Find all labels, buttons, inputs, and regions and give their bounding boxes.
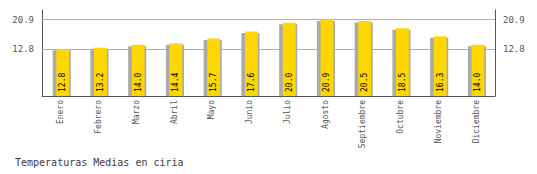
svg-text:Septiembre: Septiembre [358, 100, 367, 148]
svg-text:Octubre: Octubre [396, 100, 405, 134]
svg-text:16.3: 16.3 [436, 73, 445, 92]
svg-text:17.6: 17.6 [247, 73, 256, 92]
svg-text:20.9: 20.9 [503, 15, 525, 25]
svg-text:14.0: 14.0 [134, 73, 143, 92]
svg-text:13.2: 13.2 [96, 73, 105, 92]
svg-text:Julio: Julio [283, 100, 292, 124]
svg-text:20.0: 20.0 [285, 73, 294, 92]
svg-text:Mayo: Mayo [207, 100, 216, 119]
svg-text:Abril: Abril [170, 100, 179, 124]
svg-text:Febrero: Febrero [94, 100, 103, 134]
svg-text:20.5: 20.5 [360, 73, 369, 92]
svg-text:12.8: 12.8 [58, 73, 67, 92]
svg-text:Marzo: Marzo [132, 100, 141, 124]
svg-text:Agosto: Agosto [321, 100, 330, 129]
svg-text:14.0: 14.0 [473, 73, 482, 92]
svg-text:Temperaturas Medias en ciria: Temperaturas Medias en ciria [15, 157, 184, 168]
svg-text:20.9: 20.9 [322, 73, 331, 92]
svg-text:12.8: 12.8 [503, 44, 525, 54]
svg-text:18.5: 18.5 [398, 73, 407, 92]
svg-text:14.4: 14.4 [171, 73, 180, 92]
svg-text:Junio: Junio [245, 100, 254, 124]
svg-text:Enero: Enero [56, 100, 65, 124]
svg-text:15.7: 15.7 [209, 73, 218, 92]
svg-text:Noviembre: Noviembre [434, 100, 443, 144]
svg-text:20.9: 20.9 [12, 15, 34, 25]
svg-text:Diciembre: Diciembre [472, 100, 481, 144]
svg-text:12.8: 12.8 [12, 44, 34, 54]
